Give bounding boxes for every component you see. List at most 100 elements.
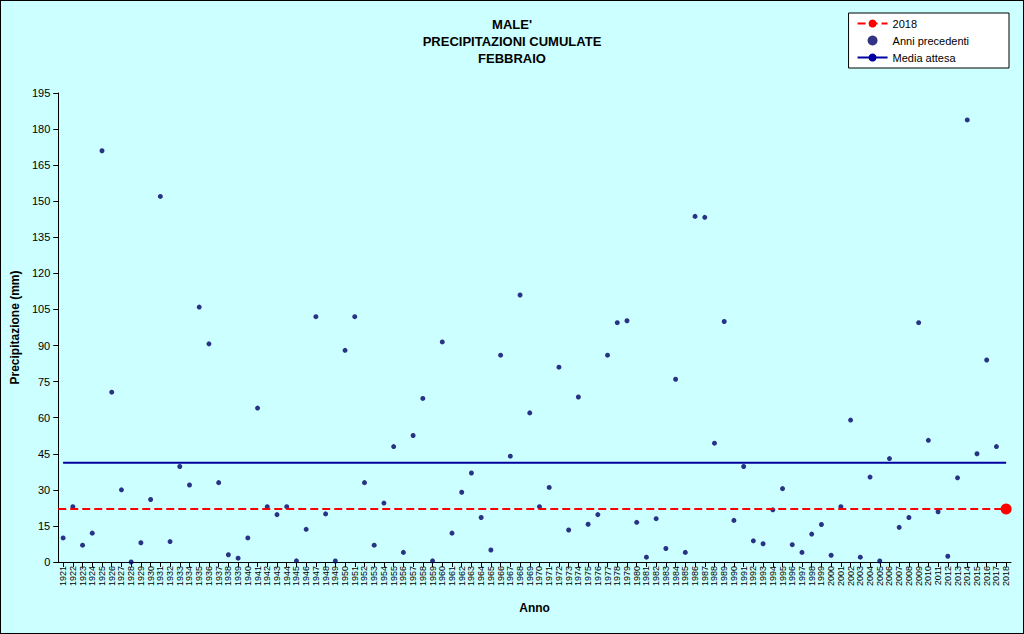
svg-text:195: 195 — [32, 87, 50, 99]
svg-text:1964: 1964 — [476, 566, 486, 586]
svg-text:1982: 1982 — [651, 566, 661, 586]
svg-text:150: 150 — [32, 195, 50, 207]
svg-text:1958: 1958 — [418, 566, 428, 586]
svg-text:2006: 2006 — [884, 566, 894, 586]
svg-text:1956: 1956 — [398, 566, 408, 586]
svg-text:1931: 1931 — [155, 566, 165, 586]
svg-text:Anno: Anno — [519, 601, 550, 615]
svg-text:1961: 1961 — [447, 566, 457, 586]
svg-text:1955: 1955 — [389, 566, 399, 586]
svg-text:1952: 1952 — [359, 566, 369, 586]
svg-text:1946: 1946 — [301, 566, 311, 586]
svg-text:Anni precedenti: Anni precedenti — [893, 35, 969, 47]
svg-text:1977: 1977 — [603, 566, 613, 586]
svg-text:1947: 1947 — [311, 566, 321, 586]
svg-text:15: 15 — [38, 520, 50, 532]
svg-text:1992: 1992 — [748, 566, 758, 586]
svg-text:1924: 1924 — [87, 566, 97, 586]
svg-text:2009: 2009 — [914, 566, 924, 586]
svg-text:1984: 1984 — [671, 566, 681, 586]
svg-text:1936: 1936 — [204, 566, 214, 586]
svg-text:1928: 1928 — [126, 566, 136, 586]
svg-text:1994: 1994 — [768, 566, 778, 586]
svg-text:1934: 1934 — [184, 566, 194, 586]
svg-text:1957: 1957 — [408, 566, 418, 586]
svg-text:1927: 1927 — [116, 566, 126, 586]
svg-text:1963: 1963 — [466, 566, 476, 586]
svg-text:1985: 1985 — [680, 566, 690, 586]
svg-text:1980: 1980 — [632, 566, 642, 586]
svg-text:1970: 1970 — [534, 566, 544, 586]
svg-text:1937: 1937 — [214, 566, 224, 586]
svg-text:1943: 1943 — [272, 566, 282, 586]
svg-text:1998: 1998 — [807, 566, 817, 586]
svg-text:2003: 2003 — [855, 566, 865, 586]
svg-text:1944: 1944 — [282, 566, 292, 586]
svg-text:165: 165 — [32, 159, 50, 171]
svg-text:1975: 1975 — [583, 566, 593, 586]
svg-text:1950: 1950 — [340, 566, 350, 586]
svg-text:2017: 2017 — [991, 566, 1001, 586]
svg-text:2013: 2013 — [953, 566, 963, 586]
svg-text:60: 60 — [38, 412, 50, 424]
svg-text:1960: 1960 — [437, 566, 447, 586]
svg-text:1967: 1967 — [505, 566, 515, 586]
svg-text:1945: 1945 — [291, 566, 301, 586]
svg-text:1989: 1989 — [719, 566, 729, 586]
svg-text:1990: 1990 — [729, 566, 739, 586]
svg-text:1962: 1962 — [457, 566, 467, 586]
svg-text:MALE': MALE' — [492, 17, 532, 32]
svg-text:Media attesa: Media attesa — [893, 52, 957, 64]
svg-text:1922: 1922 — [68, 566, 78, 586]
svg-text:2014: 2014 — [962, 566, 972, 586]
svg-text:2011: 2011 — [933, 566, 943, 585]
svg-text:2000: 2000 — [826, 566, 836, 586]
svg-text:1949: 1949 — [330, 566, 340, 586]
svg-text:180: 180 — [32, 123, 50, 135]
svg-text:1951: 1951 — [350, 566, 360, 586]
svg-text:1999: 1999 — [816, 566, 826, 586]
svg-text:1986: 1986 — [690, 566, 700, 586]
svg-text:2016: 2016 — [982, 566, 992, 586]
svg-text:1921: 1921 — [58, 566, 68, 586]
svg-text:1932: 1932 — [165, 566, 175, 586]
svg-text:1948: 1948 — [321, 566, 331, 586]
svg-text:1935: 1935 — [194, 566, 204, 586]
svg-text:2004: 2004 — [865, 566, 875, 586]
svg-text:1933: 1933 — [175, 566, 185, 586]
svg-text:2015: 2015 — [972, 566, 982, 586]
svg-text:1993: 1993 — [758, 566, 768, 586]
svg-text:105: 105 — [32, 303, 50, 315]
svg-text:1940: 1940 — [243, 566, 253, 586]
svg-text:1968: 1968 — [515, 566, 525, 586]
svg-text:1979: 1979 — [622, 566, 632, 586]
svg-text:1997: 1997 — [797, 566, 807, 586]
svg-text:1981: 1981 — [641, 566, 651, 586]
svg-text:1965: 1965 — [486, 566, 496, 586]
svg-text:1953: 1953 — [369, 566, 379, 586]
svg-text:1941: 1941 — [253, 566, 263, 586]
svg-text:2002: 2002 — [846, 566, 856, 586]
svg-text:1996: 1996 — [787, 566, 797, 586]
svg-text:1939: 1939 — [233, 566, 243, 586]
svg-text:1978: 1978 — [612, 566, 622, 586]
svg-text:90: 90 — [38, 340, 50, 352]
svg-text:2012: 2012 — [943, 566, 953, 586]
svg-text:2018: 2018 — [1001, 566, 1011, 586]
svg-text:2010: 2010 — [923, 566, 933, 586]
svg-text:120: 120 — [32, 267, 50, 279]
svg-text:30: 30 — [38, 484, 50, 496]
svg-text:PRECIPITAZIONI CUMULATE: PRECIPITAZIONI CUMULATE — [423, 34, 602, 49]
svg-text:0: 0 — [44, 556, 50, 568]
svg-text:75: 75 — [38, 376, 50, 388]
svg-text:2008: 2008 — [904, 566, 914, 586]
svg-text:2005: 2005 — [875, 566, 885, 586]
svg-text:1995: 1995 — [778, 566, 788, 586]
svg-text:1971: 1971 — [544, 566, 554, 586]
svg-text:1969: 1969 — [525, 566, 535, 586]
svg-text:1983: 1983 — [661, 566, 671, 586]
svg-text:FEBBRAIO: FEBBRAIO — [478, 51, 546, 66]
svg-text:1926: 1926 — [107, 566, 117, 586]
svg-text:1974: 1974 — [573, 566, 583, 586]
svg-text:135: 135 — [32, 231, 50, 243]
